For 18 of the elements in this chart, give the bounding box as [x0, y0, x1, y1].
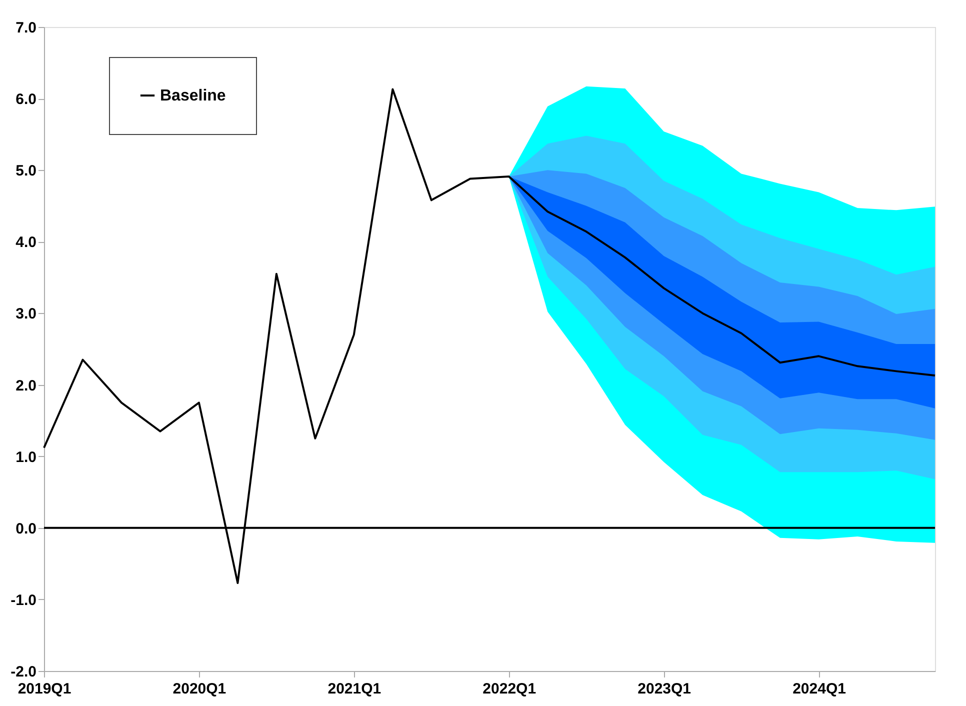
x-tick-label: 2022Q1	[482, 680, 536, 698]
x-tick-label: 2021Q1	[328, 680, 382, 698]
y-tick-label: 3.0	[16, 306, 36, 323]
y-tick-label: 1.0	[16, 448, 36, 466]
line-series	[43, 88, 936, 584]
y-tick-label: -1.0	[10, 592, 36, 609]
y-tick-label: -2.0	[10, 664, 36, 680]
y-tick-label: 6.0	[16, 91, 36, 108]
y-tick-label: 2.0	[16, 377, 36, 394]
y-tick-label: 7.0	[16, 20, 36, 36]
x-tick-label: 2024Q1	[792, 680, 846, 698]
x-tick-label: 2019Q1	[18, 680, 72, 698]
x-tick-label: 2020Q1	[172, 680, 226, 698]
x-tick-label: 2023Q1	[638, 680, 692, 698]
legend-label: Baseline	[160, 88, 226, 104]
y-tick-label: 5.0	[16, 162, 36, 180]
y-tick-label: 4.0	[16, 234, 36, 252]
y-tick-label: 0.0	[16, 520, 36, 538]
